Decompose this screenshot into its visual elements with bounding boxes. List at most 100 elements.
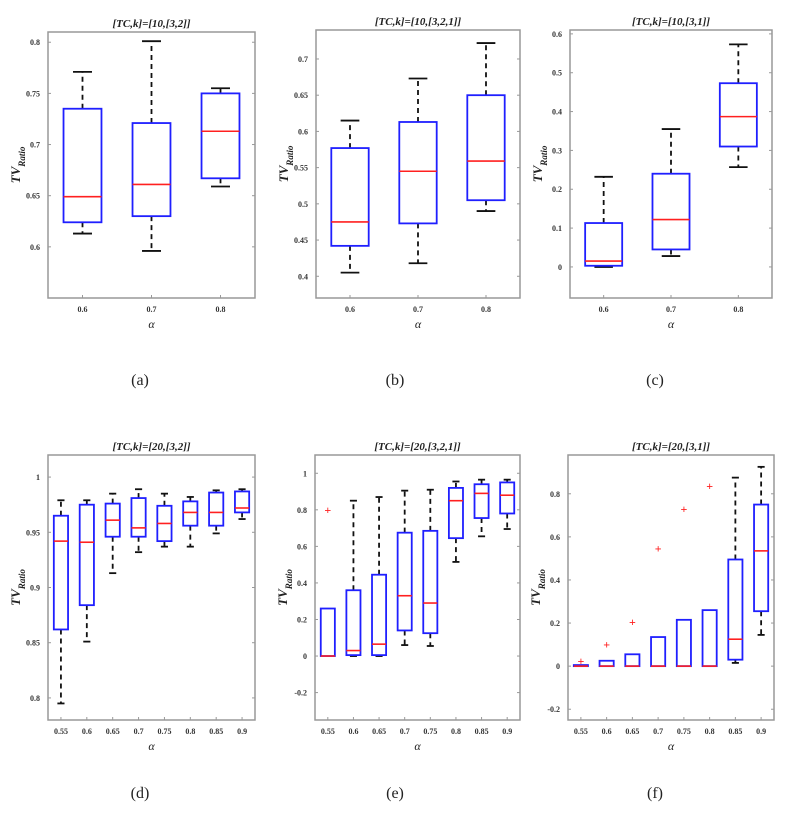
box-0.8 <box>466 42 506 212</box>
box-iqr <box>422 529 439 635</box>
box-iqr <box>208 491 225 527</box>
y-tick-label: 0.8 <box>30 694 40 703</box>
box-iqr <box>396 531 413 632</box>
box-0.65 <box>104 492 121 575</box>
y-axis-label: TVRatio <box>530 145 549 182</box>
x-tick-label: 0.6 <box>348 727 358 736</box>
box-iqr <box>675 618 692 668</box>
box-0.7 <box>398 77 438 265</box>
box-0.55 <box>52 499 69 705</box>
y-tick-label: 1 <box>303 469 307 478</box>
box-0.85 <box>473 478 490 538</box>
y-axis-label: TVRatio <box>528 569 547 606</box>
box-iqr <box>466 94 506 202</box>
x-tick-label: 0.55 <box>574 727 588 736</box>
box-iqr <box>398 121 438 225</box>
box-0.8 <box>200 87 241 188</box>
box-iqr <box>651 172 691 251</box>
x-tick-label: 0.75 <box>677 727 691 736</box>
y-tick-label: 0.65 <box>26 192 40 201</box>
box-iqr <box>371 573 388 657</box>
box-iqr <box>319 607 336 657</box>
x-tick-label: 0.55 <box>54 727 68 736</box>
box-iqr <box>131 122 172 218</box>
outlier-marker: + <box>324 503 331 517</box>
y-tick-label: 0.85 <box>26 639 40 648</box>
chart-title: [TC,k]=[20,[3,2,1]] <box>374 441 461 453</box>
x-tick-label: 0.6 <box>599 305 609 314</box>
box-0.6 <box>345 499 362 657</box>
y-tick-label: 0.65 <box>294 91 308 100</box>
box-iqr <box>62 107 103 224</box>
box-0.6: + <box>598 638 615 668</box>
panel-caption: (c) <box>646 372 664 389</box>
y-tick-label: 0.4 <box>552 108 562 117</box>
y-axis-label-subscript: Ratio <box>539 145 549 167</box>
panel-caption: (b) <box>386 372 405 389</box>
box-0.6 <box>584 175 624 268</box>
x-tick-label: 0.7 <box>400 727 410 736</box>
box-iqr <box>473 483 490 519</box>
y-axis-label: TVRatio <box>8 146 27 183</box>
box-0.9 <box>234 488 251 520</box>
box-iqr <box>447 486 464 540</box>
box-iqr <box>345 589 362 657</box>
x-tick-label: 0.9 <box>237 727 247 736</box>
box-iqr <box>701 609 718 668</box>
x-tick-label: 0.8 <box>733 305 743 314</box>
outlier-marker: + <box>706 479 713 493</box>
box-iqr <box>330 147 370 247</box>
x-axis-label: α <box>668 317 675 331</box>
y-tick-label: 0.8 <box>550 490 560 499</box>
y-tick-label: 0.4 <box>298 272 308 281</box>
panel-a: [TC,k]=[10,[3,2]] 0.6 0.65 0.7 0.75 0.8 0.6 0.7… <box>8 18 256 331</box>
x-axis-label: α <box>668 739 675 753</box>
x-axis-label: α <box>148 739 155 753</box>
panel-e: [TC,k]=[20,[3,2,1]] -0.2 0 0.2 0.4 0.6 0.8 1 0.5… <box>275 441 521 753</box>
outlier-marker: + <box>603 638 610 652</box>
panel-caption: (f) <box>647 785 663 802</box>
axes-frame <box>567 454 775 721</box>
y-tick-label: 1 <box>36 473 40 482</box>
x-tick-label: 0.6 <box>78 305 88 314</box>
outlier-marker: + <box>655 542 662 556</box>
y-tick-label: 0 <box>558 263 562 272</box>
box-iqr <box>718 82 758 148</box>
y-axis-label-subscript: Ratio <box>537 569 547 591</box>
box-0.65: + <box>624 615 641 668</box>
box-0.85 <box>727 476 744 664</box>
y-axis-label-subscript: Ratio <box>17 146 27 168</box>
x-tick-label: 0.55 <box>321 727 335 736</box>
y-tick-label: 0.4 <box>550 576 560 585</box>
box-iqr <box>753 503 770 613</box>
outlier-marker: + <box>577 654 584 668</box>
x-tick-label: 0.9 <box>502 727 512 736</box>
box-0.75 <box>422 488 439 647</box>
box-iqr <box>234 490 251 514</box>
box-0.8: + <box>701 479 718 668</box>
box-0.8 <box>718 43 758 169</box>
box-iqr <box>182 500 199 527</box>
x-tick-label: 0.65 <box>625 727 639 736</box>
x-axis-label: α <box>148 317 155 331</box>
x-tick-label: 0.6 <box>602 727 612 736</box>
y-axis-label-subscript: Ratio <box>17 569 27 591</box>
y-tick-label: 0.2 <box>552 185 562 194</box>
panel-caption: (a) <box>131 372 149 389</box>
x-tick-label: 0.8 <box>216 305 226 314</box>
box-0.7 <box>651 128 691 257</box>
panel-f: [TC,k]=[20,[3,1]] -0.2 0 0.2 0.4 0.6 0.8 0.55 +0… <box>528 441 775 753</box>
x-tick-label: 0.6 <box>82 727 92 736</box>
chart-title: [TC,k]=[10,[3,2]] <box>112 18 190 30</box>
y-axis-label-subscript: Ratio <box>284 569 294 591</box>
box-0.7 <box>396 489 413 646</box>
panel-caption: (d) <box>131 785 150 802</box>
box-0.8 <box>447 480 464 563</box>
box-0.75: + <box>675 502 692 668</box>
box-0.7 <box>131 40 172 252</box>
panel-d: [TC,k]=[20,[3,2]] 0.8 0.85 0.9 0.95 1 0.55 0.6 0… <box>8 441 256 753</box>
x-tick-label: 0.65 <box>372 727 386 736</box>
y-tick-label: 0.1 <box>552 224 562 233</box>
x-tick-label: 0.6 <box>345 305 355 314</box>
